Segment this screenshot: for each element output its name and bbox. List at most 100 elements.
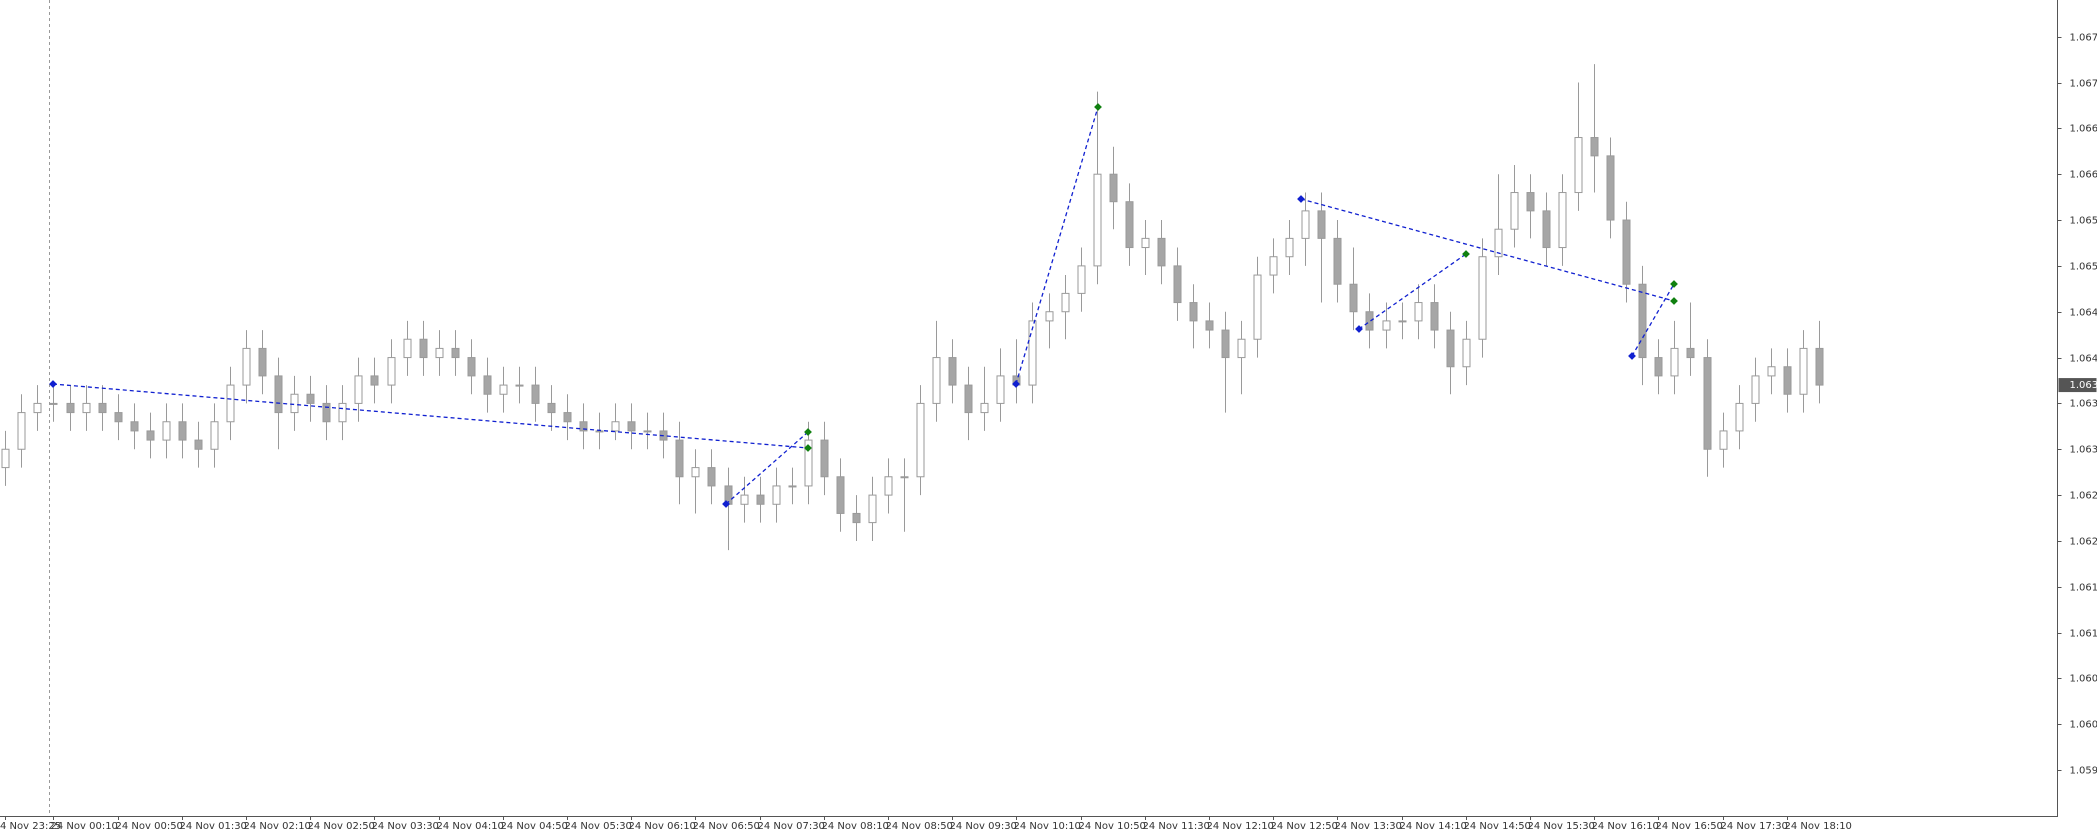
x-tick-label: 24 Nov 08:10 (822, 821, 889, 832)
candle-body (1638, 283, 1647, 359)
y-tick-label: 1.0645 (2070, 308, 2097, 319)
current-price-box (2058, 378, 2097, 393)
x-tick-label: 24 Nov 14:10 (1400, 821, 1467, 832)
candle-body (1317, 210, 1326, 239)
x-tick-label: 24 Nov 17:30 (1721, 821, 1788, 832)
candle-body (1590, 137, 1599, 157)
candle-body (1719, 430, 1728, 450)
candle-body (1077, 265, 1086, 294)
candle-body (258, 347, 267, 377)
candle-body (370, 375, 379, 386)
x-tick-label: 24 Nov 00:10 (51, 821, 118, 832)
candle-body (1221, 329, 1230, 359)
candle-body (740, 494, 749, 505)
candle-body (1606, 155, 1615, 221)
trade-line (722, 428, 812, 508)
trade-line (1012, 103, 1102, 388)
y-tick-label: 1.0600 (2070, 720, 2097, 731)
candle-body (1654, 357, 1663, 377)
x-tick-label: 24 Nov 13:30 (1335, 821, 1402, 832)
candle-body (17, 412, 26, 450)
candle-body (675, 439, 684, 478)
candle-body (1301, 210, 1310, 239)
candle-body (162, 421, 171, 441)
y-tick-label: 1.0635 (2070, 399, 2097, 410)
candle-body (33, 402, 42, 414)
x-tick-label: 24 Nov 02:10 (244, 821, 311, 832)
candle-body (643, 430, 652, 433)
candle-body (1093, 173, 1102, 267)
candle-body (66, 402, 75, 414)
candle-body (836, 476, 845, 514)
x-tick-label: 24 Nov 09:30 (950, 821, 1017, 832)
candle-body (1269, 256, 1278, 276)
trade-line (1355, 250, 1470, 333)
y-tick-label: 1.0620 (2070, 537, 2097, 548)
candle-body (178, 421, 187, 441)
candle-body (1333, 237, 1342, 285)
y-tick-label: 1.0625 (2070, 491, 2097, 502)
candle-body (322, 402, 331, 423)
candle-body (1542, 210, 1551, 249)
candle-body (1349, 283, 1358, 313)
x-tick-label: 24 Nov 03:30 (372, 821, 439, 832)
x-tick-label: 24 Nov 12:10 (1207, 821, 1274, 832)
candle-body (354, 375, 363, 404)
candle-body (1686, 347, 1695, 359)
y-tick-label: 1.0675 (2070, 33, 2097, 44)
candle-body (820, 439, 829, 478)
candle-body (1189, 302, 1198, 322)
candle-body (1045, 311, 1054, 322)
candle-body (547, 402, 556, 414)
x-tick-label: 24 Nov 05:30 (565, 821, 632, 832)
y-tick-label: 1.0650 (2070, 262, 2097, 273)
candle-body (1767, 366, 1776, 377)
candle-body (338, 402, 347, 423)
candle-body (996, 375, 1005, 404)
candle-body (387, 357, 396, 386)
candle-body (98, 402, 107, 414)
x-tick-label: 24 Nov 12:50 (1271, 821, 1338, 832)
candle-body (1510, 192, 1519, 230)
candle-body (916, 402, 925, 478)
candle-body (1237, 338, 1246, 359)
x-tick-label: 24 Nov 06:50 (693, 821, 760, 832)
trade-line (1297, 195, 1678, 305)
candle-body (419, 338, 428, 359)
candle-body (435, 347, 444, 359)
trade-lines (49, 103, 1678, 508)
x-tick-label: 24 Nov 02:50 (308, 821, 375, 832)
candle-body (1526, 192, 1535, 212)
x-tick-label: 24 Nov 00:50 (116, 821, 183, 832)
candle-body (932, 357, 941, 404)
candle-body (130, 421, 139, 432)
x-tick-label: 24 Nov 06:10 (629, 821, 696, 832)
candle-body (1574, 137, 1583, 194)
candle-body (146, 430, 155, 441)
candle-body (1141, 237, 1150, 249)
y-tick-label: 1.0640 (2070, 354, 2097, 365)
candle-body (467, 357, 476, 377)
candle-body (563, 412, 572, 423)
candle-body (1783, 366, 1792, 395)
candle-body (1157, 237, 1166, 267)
x-tick-label: 24 Nov 16:50 (1656, 821, 1723, 832)
candle-body (403, 338, 412, 359)
candle-body (290, 393, 299, 414)
candle-body (707, 467, 716, 487)
candle-body (1478, 256, 1487, 340)
candle-body (980, 402, 989, 414)
candle-body (948, 357, 957, 386)
candle-body (1109, 173, 1118, 203)
x-tick-label: 24 Nov 04:50 (501, 821, 568, 832)
candle-body (1446, 329, 1455, 368)
current-price-label: 1.0637 (2070, 380, 2097, 391)
x-tick-label: 4 Nov 23:25 (0, 821, 61, 832)
candle-body (595, 430, 604, 433)
x-tick-label: 24 Nov 16:10 (1592, 821, 1659, 832)
candle-body (627, 421, 636, 432)
candle-body (691, 467, 700, 478)
candle-body (1, 448, 10, 469)
candle-body (1205, 320, 1214, 331)
